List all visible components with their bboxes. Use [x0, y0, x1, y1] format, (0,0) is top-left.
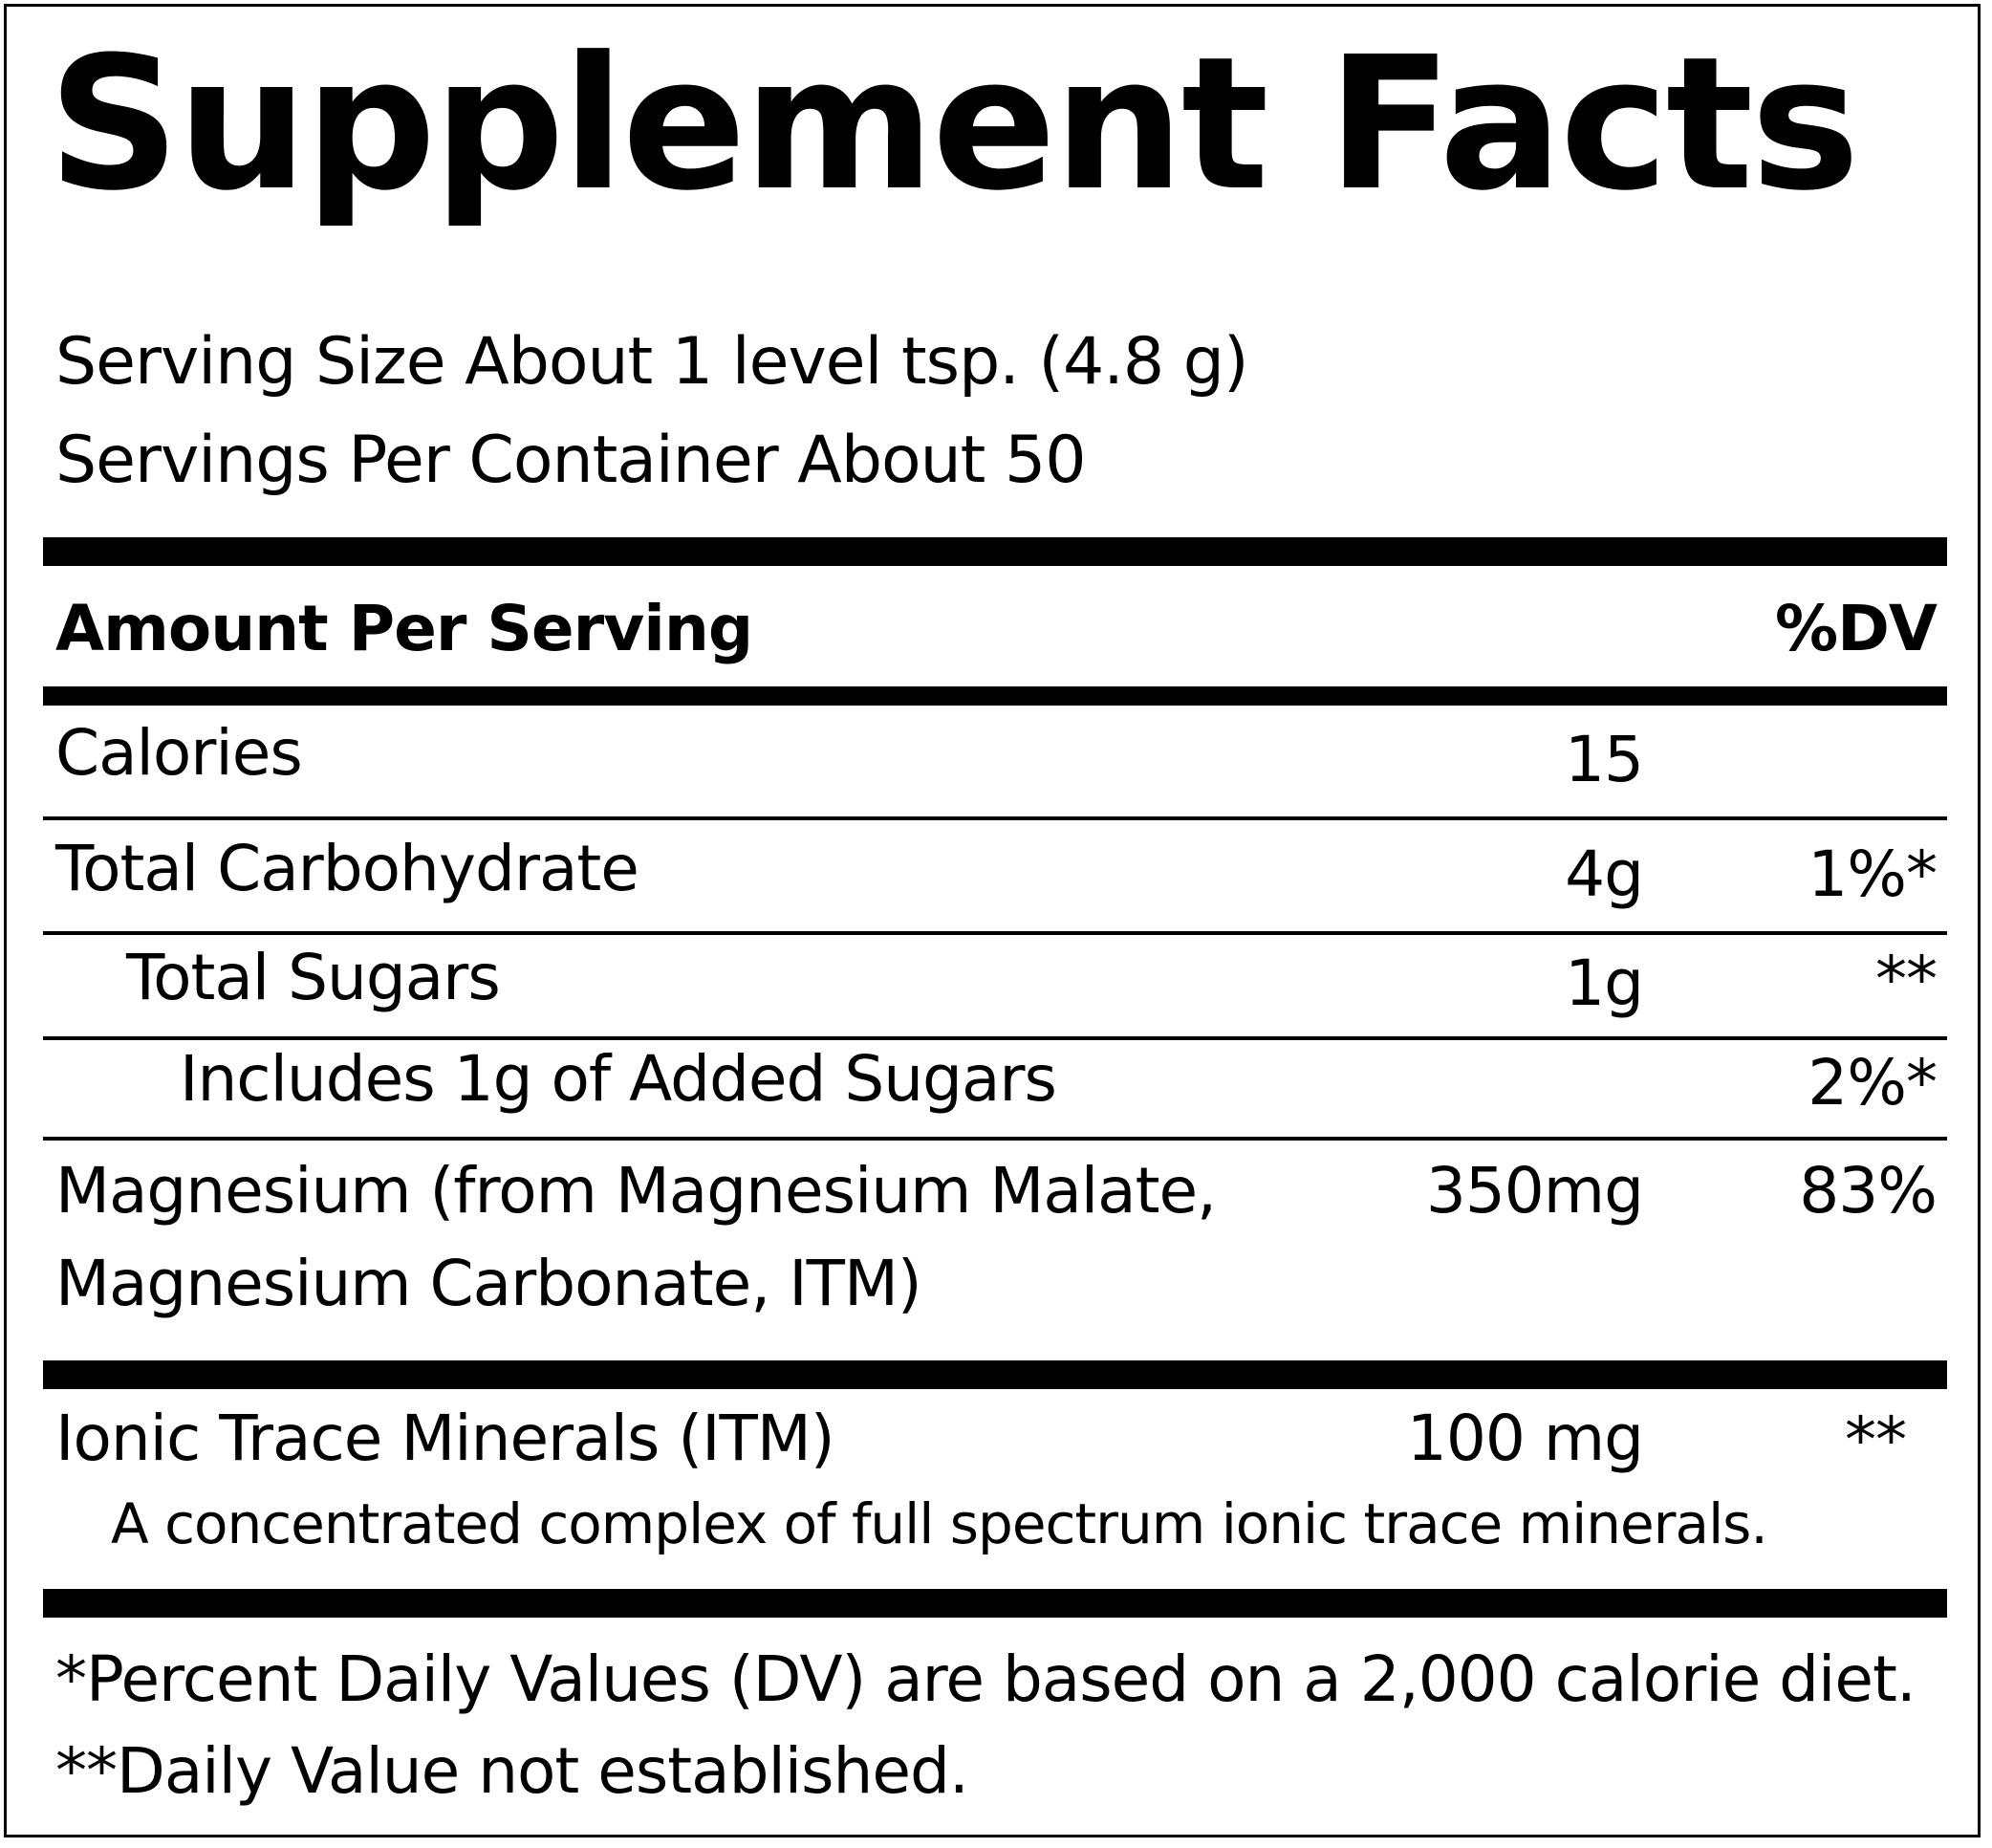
- total-sugars-label: Total Sugars: [126, 941, 501, 1014]
- magnesium-label-line2: Magnesium Carbonate, ITM): [55, 1247, 922, 1320]
- total-carbohydrate-label: Total Carbohydrate: [55, 832, 639, 905]
- total-carbohydrate-amount: 4g: [1565, 837, 1644, 911]
- ionic-trace-minerals-dv: **: [1845, 1403, 1907, 1477]
- thick-divider-top: [43, 537, 1947, 566]
- servings-per-container: Servings Per Container About 50: [55, 423, 1086, 498]
- magnesium-label-line1: Magnesium (from Magnesium Malate,: [55, 1154, 1217, 1228]
- footnote-dv: *Percent Daily Values (DV) are based on …: [55, 1642, 1916, 1716]
- calories-label: Calories: [55, 716, 303, 790]
- label-title: Supplement Facts: [48, 18, 1860, 231]
- medium-divider: [43, 686, 1947, 706]
- calories-amount: 15: [1565, 723, 1644, 796]
- added-sugars-label: Includes 1g of Added Sugars: [180, 1042, 1057, 1116]
- thin-divider: [43, 1137, 1947, 1141]
- thin-divider: [43, 1036, 1947, 1040]
- total-sugars-amount: 1g: [1565, 946, 1644, 1020]
- added-sugars-dv: 2%*: [1808, 1046, 1938, 1120]
- total-carbohydrate-dv: 1%*: [1808, 837, 1938, 911]
- thick-divider-bottom: [43, 1589, 1947, 1618]
- thin-divider: [43, 816, 1947, 820]
- amount-per-serving-header: Amount Per Serving: [55, 592, 753, 665]
- total-sugars-dv: **: [1875, 943, 1938, 1016]
- magnesium-amount: 350mg: [1425, 1154, 1644, 1228]
- ionic-trace-minerals-amount: 100 mg: [1406, 1402, 1644, 1475]
- thin-divider: [43, 931, 1947, 935]
- dv-header: %DV: [1775, 592, 1938, 665]
- ionic-trace-minerals-note: A concentrated complex of full spectrum …: [111, 1491, 1768, 1556]
- serving-size: Serving Size About 1 level tsp. (4.8 g): [55, 324, 1248, 400]
- thick-divider-middle: [43, 1360, 1947, 1389]
- label-frame: [4, 4, 1981, 1837]
- ionic-trace-minerals-label: Ionic Trace Minerals (ITM): [55, 1402, 835, 1475]
- magnesium-dv: 83%: [1799, 1154, 1938, 1228]
- footnote-not-established: **Daily Value not established.: [55, 1734, 969, 1808]
